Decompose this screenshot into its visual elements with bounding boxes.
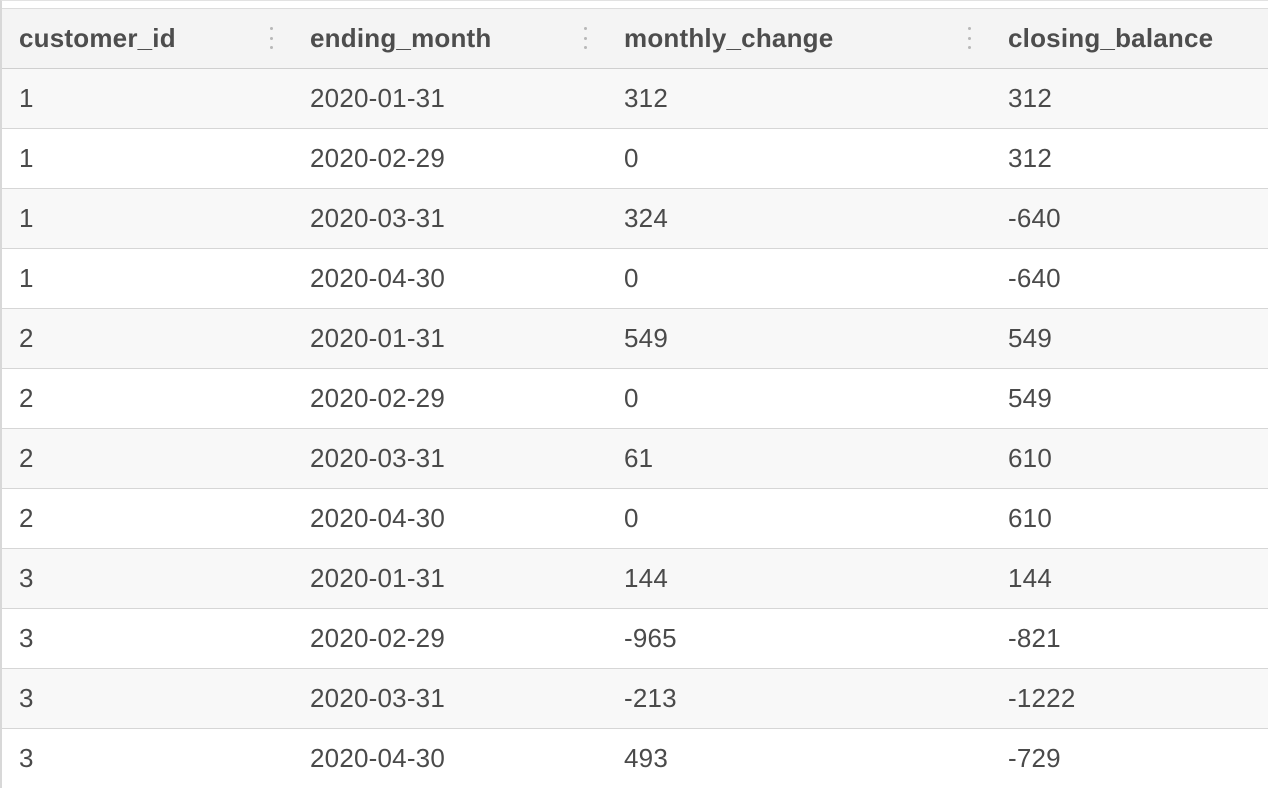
cell-customer-id[interactable]: 1 xyxy=(19,143,34,173)
table-row[interactable]: 1 2020-02-29 0 312 xyxy=(2,129,1268,189)
cell-monthly-change[interactable]: 0 xyxy=(624,263,639,293)
column-header-label: ending_month xyxy=(310,23,492,53)
table-header-row: customer_id ending_month monthly_change … xyxy=(2,9,1268,69)
table-row[interactable]: 2 2020-01-31 549 549 xyxy=(2,309,1268,369)
cell-ending-month[interactable]: 2020-01-31 xyxy=(310,323,445,353)
column-header-customer-id[interactable]: customer_id xyxy=(2,9,293,68)
column-header-monthly-change[interactable]: monthly_change xyxy=(607,9,991,68)
cell-closing-balance[interactable]: -640 xyxy=(1008,263,1061,293)
cell-customer-id[interactable]: 3 xyxy=(19,623,34,653)
cell-monthly-change[interactable]: 0 xyxy=(624,383,639,413)
cell-closing-balance[interactable]: 610 xyxy=(1008,443,1052,473)
cell-customer-id[interactable]: 3 xyxy=(19,743,34,773)
cell-customer-id[interactable]: 3 xyxy=(19,563,34,593)
cell-closing-balance[interactable]: -1222 xyxy=(1008,683,1076,713)
table-row[interactable]: 1 2020-04-30 0 -640 xyxy=(2,249,1268,309)
cell-closing-balance[interactable]: 144 xyxy=(1008,563,1052,593)
cell-monthly-change[interactable]: -965 xyxy=(624,623,677,653)
cell-closing-balance[interactable]: -640 xyxy=(1008,203,1061,233)
vertical-dots-icon[interactable] xyxy=(269,27,273,49)
cell-customer-id[interactable]: 2 xyxy=(19,503,34,533)
table-row[interactable]: 1 2020-01-31 312 312 xyxy=(2,69,1268,129)
cell-monthly-change[interactable]: 61 xyxy=(624,443,654,473)
cell-monthly-change[interactable]: 549 xyxy=(624,323,668,353)
cell-customer-id[interactable]: 2 xyxy=(19,323,34,353)
cell-closing-balance[interactable]: 549 xyxy=(1008,383,1052,413)
cell-ending-month[interactable]: 2020-02-29 xyxy=(310,623,445,653)
cell-closing-balance[interactable]: 312 xyxy=(1008,143,1052,173)
cell-monthly-change[interactable]: 493 xyxy=(624,743,668,773)
cell-ending-month[interactable]: 2020-01-31 xyxy=(310,563,445,593)
column-header-ending-month[interactable]: ending_month xyxy=(293,9,607,68)
table-row[interactable]: 3 2020-02-29 -965 -821 xyxy=(2,609,1268,669)
cell-customer-id[interactable]: 1 xyxy=(19,263,34,293)
column-header-label: monthly_change xyxy=(624,23,834,53)
cell-monthly-change[interactable]: 144 xyxy=(624,563,668,593)
cell-closing-balance[interactable]: -729 xyxy=(1008,743,1061,773)
table-row[interactable]: 2 2020-02-29 0 549 xyxy=(2,369,1268,429)
cell-monthly-change[interactable]: 324 xyxy=(624,203,668,233)
cell-customer-id[interactable]: 1 xyxy=(19,83,34,113)
cell-ending-month[interactable]: 2020-03-31 xyxy=(310,443,445,473)
cell-ending-month[interactable]: 2020-01-31 xyxy=(310,83,445,113)
cell-monthly-change[interactable]: 0 xyxy=(624,143,639,173)
cell-customer-id[interactable]: 3 xyxy=(19,683,34,713)
cell-ending-month[interactable]: 2020-02-29 xyxy=(310,383,445,413)
table-row[interactable]: 2 2020-04-30 0 610 xyxy=(2,489,1268,549)
cell-ending-month[interactable]: 2020-03-31 xyxy=(310,683,445,713)
table-row[interactable]: 1 2020-03-31 324 -640 xyxy=(2,189,1268,249)
cell-monthly-change[interactable]: 0 xyxy=(624,503,639,533)
cell-ending-month[interactable]: 2020-02-29 xyxy=(310,143,445,173)
cell-customer-id[interactable]: 1 xyxy=(19,203,34,233)
cell-monthly-change[interactable]: -213 xyxy=(624,683,677,713)
cell-ending-month[interactable]: 2020-04-30 xyxy=(310,503,445,533)
cell-ending-month[interactable]: 2020-04-30 xyxy=(310,263,445,293)
column-header-closing-balance[interactable]: closing_balance xyxy=(991,9,1268,68)
column-header-label: customer_id xyxy=(19,23,176,53)
table-row[interactable]: 3 2020-01-31 144 144 xyxy=(2,549,1268,609)
table-row[interactable]: 2 2020-03-31 61 610 xyxy=(2,429,1268,489)
cell-closing-balance[interactable]: 610 xyxy=(1008,503,1052,533)
vertical-dots-icon[interactable] xyxy=(583,27,587,49)
cell-ending-month[interactable]: 2020-04-30 xyxy=(310,743,445,773)
table-top-strip xyxy=(2,1,1268,9)
column-header-label: closing_balance xyxy=(1008,23,1214,53)
table-row[interactable]: 3 2020-04-30 493 -729 xyxy=(2,729,1268,788)
cell-ending-month[interactable]: 2020-03-31 xyxy=(310,203,445,233)
cell-customer-id[interactable]: 2 xyxy=(19,443,34,473)
cell-closing-balance[interactable]: 549 xyxy=(1008,323,1052,353)
cell-closing-balance[interactable]: -821 xyxy=(1008,623,1061,653)
cell-monthly-change[interactable]: 312 xyxy=(624,83,668,113)
table-row[interactable]: 3 2020-03-31 -213 -1222 xyxy=(2,669,1268,729)
vertical-dots-icon[interactable] xyxy=(967,27,971,49)
cell-customer-id[interactable]: 2 xyxy=(19,383,34,413)
cell-closing-balance[interactable]: 312 xyxy=(1008,83,1052,113)
